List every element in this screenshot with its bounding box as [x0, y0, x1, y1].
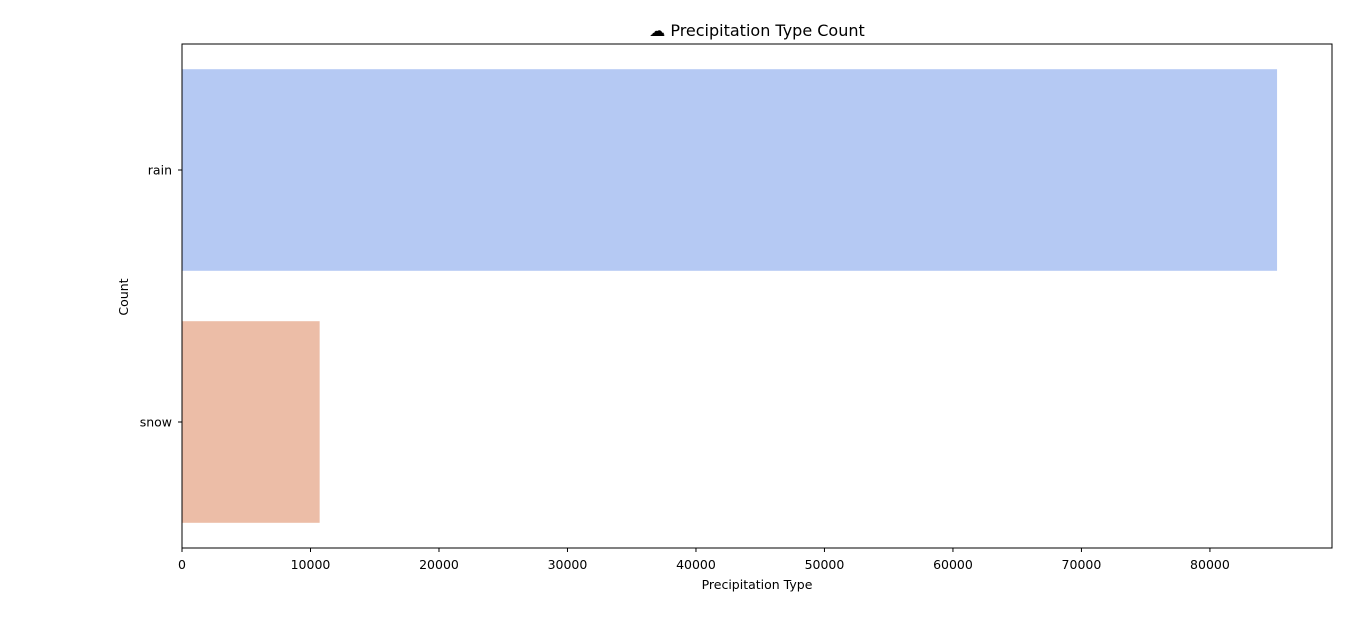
- bars-layer: [182, 69, 1278, 523]
- bar-rain: [182, 69, 1278, 271]
- y-ticks-layer: rain snow: [140, 163, 182, 430]
- x-tick-label: 20000: [419, 557, 459, 572]
- x-tick-label: 60000: [933, 557, 973, 572]
- x-tick-label: 80000: [1190, 557, 1230, 572]
- plot-frame: [181, 43, 1333, 549]
- x-tick-label: 10000: [291, 557, 331, 572]
- y-tick-label-rain: rain: [148, 163, 172, 178]
- x-tick-label: 50000: [805, 557, 845, 572]
- bar-snow: [182, 321, 320, 523]
- x-ticks-layer: 0 10000 20000 30000 40000 50000 60000 70000 8000…: [178, 548, 1230, 572]
- x-axis-label: Precipitation Type: [702, 577, 813, 592]
- x-tick-label: 40000: [676, 557, 716, 572]
- x-tick-label: 0: [178, 557, 186, 572]
- chart-title: ☁ Precipitation Type Count: [649, 21, 865, 40]
- y-axis-label: Count: [116, 278, 131, 315]
- x-tick-label: 30000: [548, 557, 588, 572]
- y-tick-label-snow: snow: [140, 415, 172, 430]
- x-tick-label: 70000: [1062, 557, 1102, 572]
